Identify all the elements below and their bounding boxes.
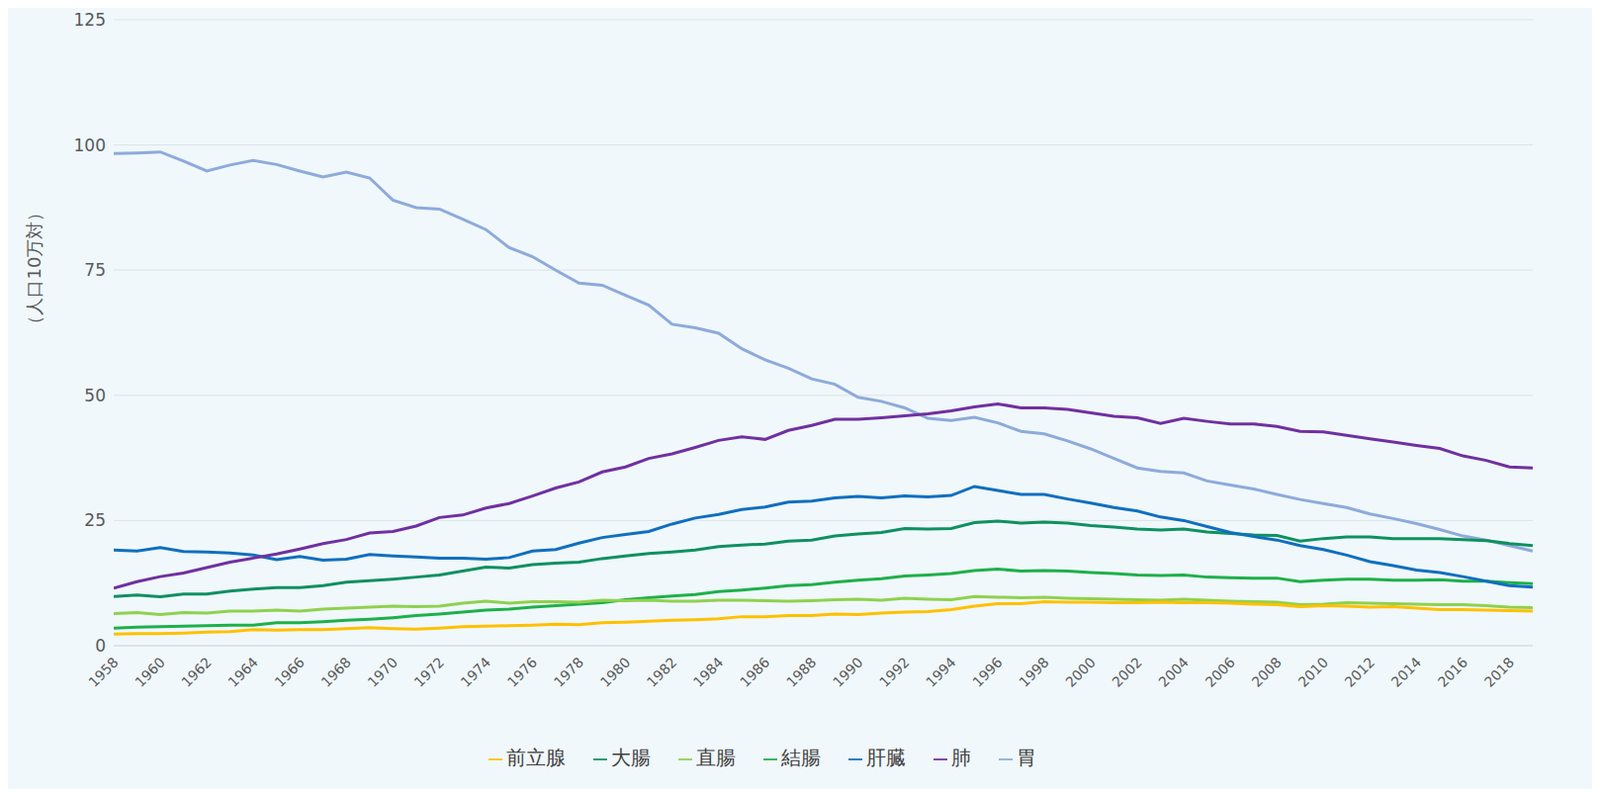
svg-text:1962: 1962: [177, 653, 215, 691]
svg-text:2018: 2018: [1481, 653, 1518, 691]
svg-text:（人口10万対）: （人口10万対）: [23, 203, 45, 334]
html-text:肝臓: 肝臓: [866, 745, 906, 770]
html-text:胃: 胃: [1016, 745, 1037, 770]
svg-text:1980: 1980: [597, 653, 634, 691]
html-text:結腸: 結腸: [781, 745, 821, 770]
svg-text:2010: 2010: [1295, 653, 1333, 691]
html-text:大腸: 大腸: [611, 745, 651, 770]
svg-text:2002: 2002: [1108, 653, 1146, 691]
svg-text:1996: 1996: [969, 653, 1006, 691]
html-text:直腸: 直腸: [696, 745, 736, 770]
html-text:肺: 肺: [951, 745, 972, 770]
svg-text:1984: 1984: [690, 653, 727, 691]
svg-text:1990: 1990: [829, 653, 867, 691]
svg-text:50: 50: [84, 385, 106, 406]
svg-text:75: 75: [84, 260, 106, 280]
svg-text:2014: 2014: [1388, 653, 1425, 691]
svg-text:2000: 2000: [1062, 653, 1099, 691]
svg-text:1958: 1958: [85, 653, 122, 691]
svg-text:1978: 1978: [550, 653, 588, 691]
svg-text:1972: 1972: [411, 653, 448, 691]
svg-text:2008: 2008: [1247, 653, 1285, 691]
svg-text:2006: 2006: [1201, 653, 1239, 691]
svg-text:2012: 2012: [1341, 653, 1379, 691]
svg-text:2016: 2016: [1434, 653, 1472, 691]
svg-text:1970: 1970: [364, 653, 402, 691]
svg-text:100: 100: [74, 135, 106, 156]
svg-text:0: 0: [94, 635, 106, 656]
svg-text:1974: 1974: [457, 653, 495, 691]
svg-text:1992: 1992: [876, 653, 913, 691]
svg-text:1976: 1976: [504, 653, 541, 691]
svg-text:2004: 2004: [1155, 653, 1192, 691]
svg-text:1968: 1968: [318, 653, 356, 691]
svg-text:1960: 1960: [131, 653, 169, 691]
svg-text:1966: 1966: [270, 653, 308, 691]
svg-text:1982: 1982: [643, 653, 681, 691]
svg-text:125: 125: [74, 9, 106, 30]
svg-text:1964: 1964: [224, 653, 262, 691]
svg-text:25: 25: [84, 510, 106, 531]
svg-text:1988: 1988: [783, 653, 820, 691]
svg-text:1994: 1994: [922, 653, 960, 691]
svg-text:1986: 1986: [736, 653, 774, 691]
html-text:前立腺: 前立腺: [506, 745, 566, 770]
svg-text:1998: 1998: [1015, 653, 1053, 691]
